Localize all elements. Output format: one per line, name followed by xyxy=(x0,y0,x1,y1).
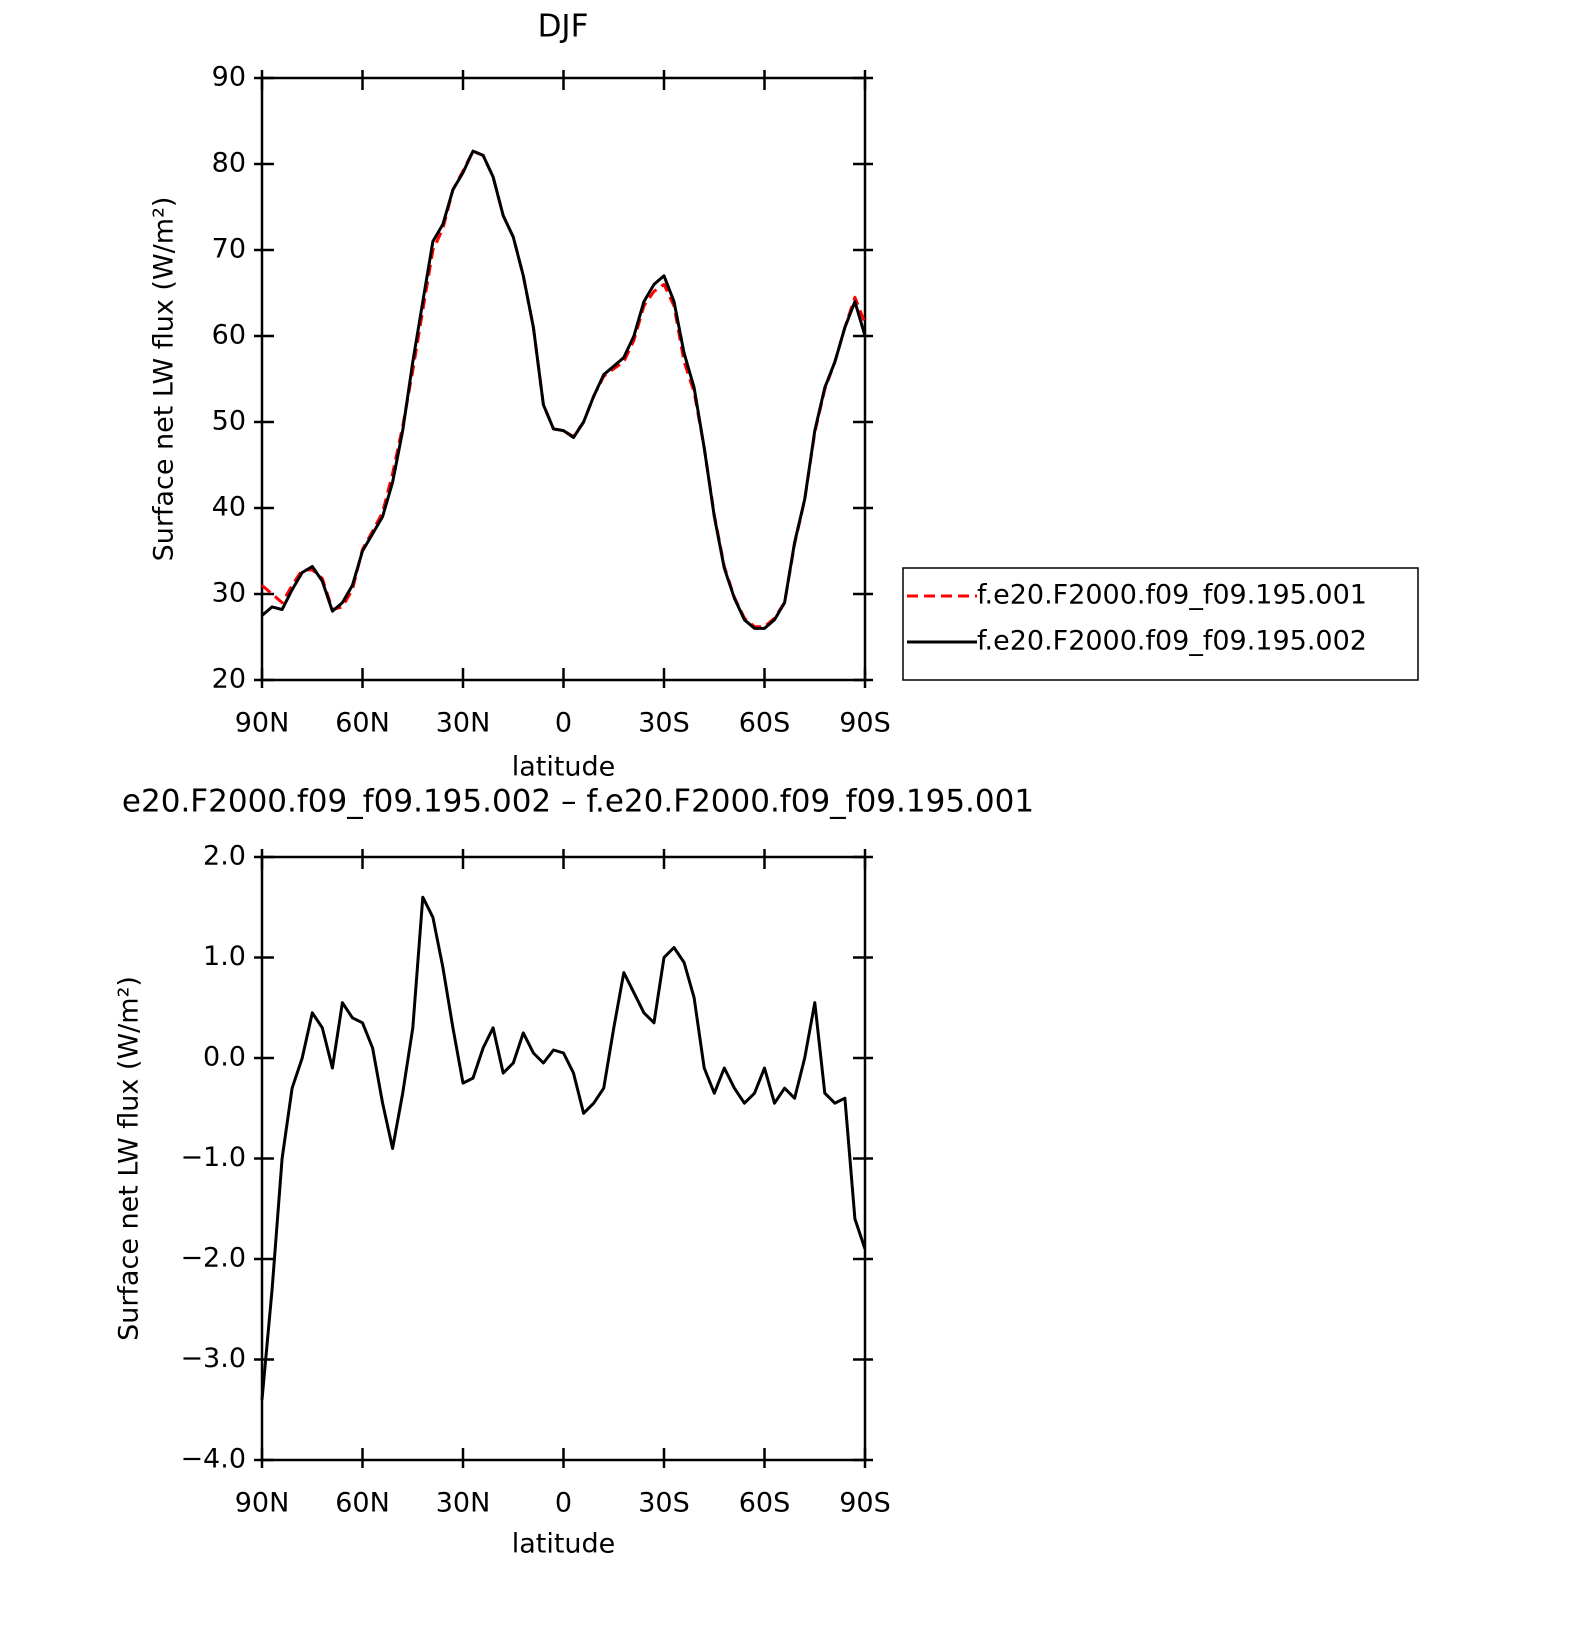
plot-frame xyxy=(260,855,867,1462)
x-axis-label: latitude xyxy=(512,752,616,783)
y-tick-label: −1.0 xyxy=(180,1142,246,1173)
x-tick-label: 60S xyxy=(739,708,791,739)
chart-title: DJF xyxy=(538,9,589,45)
chart-title: e20.F2000.f09_f09.195.002 – f.e20.F2000.… xyxy=(122,784,1034,820)
x-axis-label: latitude xyxy=(512,1529,616,1560)
x-tick-label: 60S xyxy=(739,1488,791,1519)
x-tick-label: 90N xyxy=(235,1488,290,1519)
x-tick-label: 0 xyxy=(555,708,572,739)
data-line xyxy=(261,149,867,629)
y-tick-label: 20 xyxy=(212,664,246,695)
legend-label: f.e20.F2000.f09_f09.195.001 xyxy=(977,580,1367,611)
y-tick-label: 1.0 xyxy=(203,941,246,972)
data-line xyxy=(260,895,867,1400)
x-tick-label: 90S xyxy=(839,708,891,739)
x-tick-label: 30N xyxy=(436,708,491,739)
x-tick-label: 90S xyxy=(839,1488,891,1519)
x-tick-label: 60N xyxy=(335,1488,390,1519)
y-tick-label: −3.0 xyxy=(180,1343,246,1374)
x-tick-label: 30S xyxy=(638,708,690,739)
y-tick-label: −2.0 xyxy=(180,1243,246,1274)
x-tick-label: 90N xyxy=(235,708,290,739)
y-axis-label: Surface net LW flux (W/m²) xyxy=(114,976,145,1341)
y-tick-label: 2.0 xyxy=(203,841,246,872)
plot-frame xyxy=(260,76,867,682)
y-tick-label: −4.0 xyxy=(180,1444,246,1475)
legend-label: f.e20.F2000.f09_f09.195.002 xyxy=(977,626,1367,657)
y-tick-label: 70 xyxy=(212,234,246,265)
y-tick-label: 60 xyxy=(212,320,246,351)
y-tick-label: 40 xyxy=(212,492,246,523)
x-tick-label: 0 xyxy=(555,1488,572,1519)
y-axis-label: Surface net LW flux (W/m²) xyxy=(149,197,180,562)
x-tick-label: 30S xyxy=(638,1488,690,1519)
y-tick-label: 50 xyxy=(212,406,246,437)
legend-box xyxy=(902,567,1419,681)
x-tick-label: 60N xyxy=(335,708,390,739)
y-tick-label: 80 xyxy=(212,148,246,179)
y-tick-label: 0.0 xyxy=(203,1042,246,1073)
y-tick-label: 90 xyxy=(212,62,246,93)
data-line xyxy=(261,149,867,630)
y-tick-label: 30 xyxy=(212,578,246,609)
x-tick-label: 30N xyxy=(436,1488,491,1519)
